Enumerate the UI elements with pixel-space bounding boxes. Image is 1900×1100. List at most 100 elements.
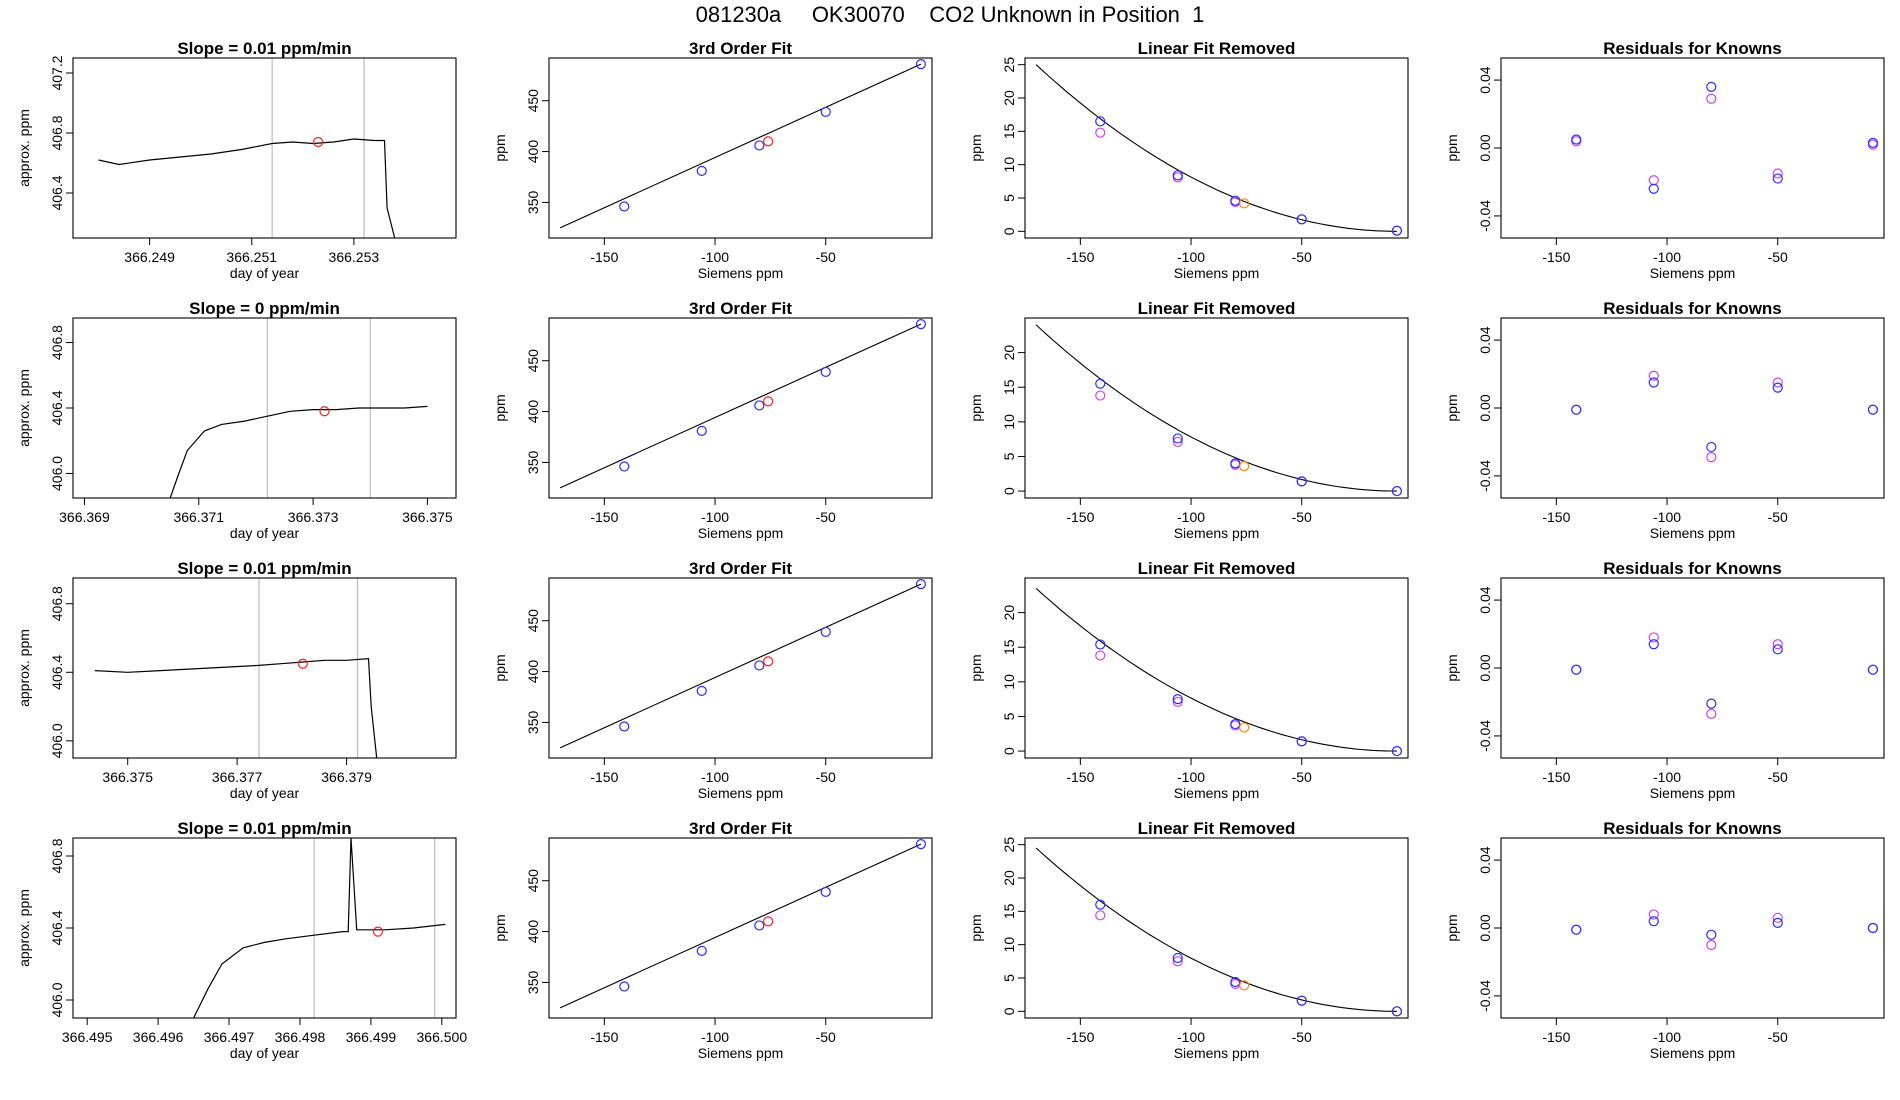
- x-tick-label: -100: [701, 1029, 729, 1045]
- panel-linear_removed: Linear Fit Removed -150 -100 -50 0 5 10 15 20 25 S…: [968, 819, 1409, 1061]
- plot-area: [1571, 370, 1879, 463]
- y-tick-label: 400: [525, 400, 541, 424]
- panel-linear_removed: Linear Fit Removed -150 -100 -50 0 5 10 15 20 Sie…: [968, 559, 1409, 801]
- unknown-point: [1239, 722, 1250, 733]
- known-point: [1391, 1006, 1403, 1017]
- plot-area: [169, 318, 428, 498]
- known-point: [696, 685, 707, 696]
- x-axis-label: Siemens ppm: [1174, 525, 1260, 541]
- x-tick-label: 366.251: [226, 249, 277, 265]
- known-point: [1230, 976, 1241, 988]
- fit-curve: [559, 63, 922, 229]
- residual-point-blue: [1571, 924, 1582, 935]
- residual-point-blue: [1772, 382, 1783, 393]
- panel-title: 3rd Order Fit: [689, 819, 792, 838]
- panel-title: Slope = 0 ppm/min: [189, 299, 340, 318]
- y-tick-label: 350: [525, 971, 541, 995]
- y-tick-label: 5: [1001, 194, 1017, 202]
- known-point: [820, 626, 831, 637]
- x-tick-label: -100: [1177, 249, 1205, 265]
- plot-area: [559, 839, 927, 1009]
- residual-point-blue: [1571, 134, 1582, 145]
- x-tick-label: 366.499: [346, 1029, 397, 1045]
- x-tick-label: 366.253: [329, 249, 380, 265]
- plot-area: [1035, 847, 1403, 1017]
- panel-title: Residuals for Knowns: [1603, 299, 1782, 318]
- plot-frame: [1024, 577, 1409, 759]
- plot-frame: [72, 57, 457, 239]
- y-tick-label: 25: [1001, 837, 1017, 853]
- panel-title: 3rd Order Fit: [689, 299, 792, 318]
- y-tick-label: 407.2: [49, 55, 65, 90]
- y-tick-label: 350: [525, 711, 541, 735]
- x-tick-label: -50: [1768, 1029, 1788, 1045]
- plot-frame: [1500, 577, 1885, 759]
- x-tick-label: -50: [1768, 249, 1788, 265]
- panel-title: 3rd Order Fit: [689, 39, 792, 58]
- x-tick-label: -50: [1768, 769, 1788, 785]
- panel-residuals: Residuals for Knowns -150 -100 -50 -0.04 0.00…: [1444, 299, 1885, 541]
- panel-fit: 3rd Order Fit -150 -100 -50 350 400 450 Siemens…: [492, 559, 933, 801]
- known-point: [619, 721, 630, 732]
- panel-title: Residuals for Knowns: [1603, 559, 1782, 578]
- known-point: [1172, 433, 1183, 444]
- y-tick-label: 20: [1001, 90, 1017, 106]
- residual-point-violet: [1772, 912, 1783, 923]
- panel-linear_removed: Linear Fit Removed -150 -100 -50 0 5 10 15 20 Sie…: [968, 299, 1409, 541]
- y-tick-label: 0.04: [1477, 66, 1493, 93]
- known-point: [915, 839, 927, 850]
- y-tick-label: 450: [525, 869, 541, 893]
- y-tick-label: 406.4: [49, 910, 65, 945]
- panel-title: 3rd Order Fit: [689, 559, 792, 578]
- fit-curve: [559, 583, 922, 749]
- x-tick-label: -50: [816, 249, 836, 265]
- known-point: [1172, 170, 1183, 181]
- x-tick-label: -150: [1542, 509, 1570, 525]
- y-tick-label: 0: [1001, 747, 1017, 755]
- y-tick-label: 10: [1001, 937, 1017, 953]
- plot-frame: [1024, 57, 1409, 239]
- known-point: [1391, 485, 1403, 497]
- panel-linear_removed: Linear Fit Removed -150 -100 -50 0 5 10 15 20 25 S…: [968, 39, 1409, 281]
- residual-point-blue: [1706, 441, 1717, 453]
- y-tick-label: 0.04: [1477, 326, 1493, 353]
- panel-fit: 3rd Order Fit -150 -100 -50 350 400 450 Siemens…: [492, 299, 933, 541]
- plot-frame: [72, 577, 457, 759]
- x-tick-label: -150: [1066, 1029, 1094, 1045]
- plot-area: [193, 838, 446, 1018]
- known-point: [619, 201, 630, 212]
- known-point: [1296, 995, 1307, 1006]
- known-point: [915, 579, 927, 590]
- x-tick-label: 366.369: [59, 509, 110, 525]
- x-tick-label: -100: [1177, 769, 1205, 785]
- x-tick-label: 366.500: [417, 1029, 468, 1045]
- y-axis-label: ppm: [968, 134, 984, 161]
- y-tick-label: 406.0: [49, 456, 65, 491]
- residual-point-violet: [1706, 452, 1717, 463]
- plot-frame: [72, 317, 457, 499]
- known-point: [1391, 745, 1403, 757]
- y-tick-label: 15: [1001, 379, 1017, 395]
- y-tick-label: 406.4: [49, 175, 65, 210]
- y-tick-label: 5: [1001, 712, 1017, 720]
- y-tick-label: 15: [1001, 639, 1017, 655]
- panel-title: Linear Fit Removed: [1138, 559, 1296, 578]
- plot-frame: [1024, 317, 1409, 499]
- known-point: [915, 319, 927, 330]
- observed-point: [1230, 978, 1241, 990]
- x-tick-label: 366.495: [62, 1029, 113, 1045]
- plot-area: [98, 58, 396, 238]
- plot-area: [1035, 324, 1403, 497]
- panel-trace: Slope = 0.01 ppm/min 366.375 366.377 366.37…: [16, 559, 457, 801]
- observed-point: [1095, 390, 1106, 401]
- known-point: [696, 945, 707, 956]
- y-tick-label: 350: [525, 191, 541, 215]
- y-tick-label: 400: [525, 660, 541, 684]
- y-tick-label: 5: [1001, 974, 1017, 982]
- x-tick-label: -50: [816, 769, 836, 785]
- known-point: [1095, 116, 1106, 127]
- panel-title: Residuals for Knowns: [1603, 819, 1782, 838]
- known-point: [1095, 639, 1106, 650]
- x-axis-label: day of year: [230, 525, 300, 541]
